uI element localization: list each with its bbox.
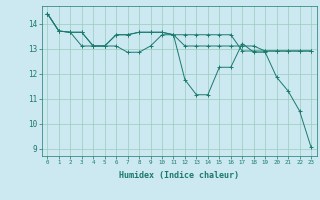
X-axis label: Humidex (Indice chaleur): Humidex (Indice chaleur) (119, 171, 239, 180)
